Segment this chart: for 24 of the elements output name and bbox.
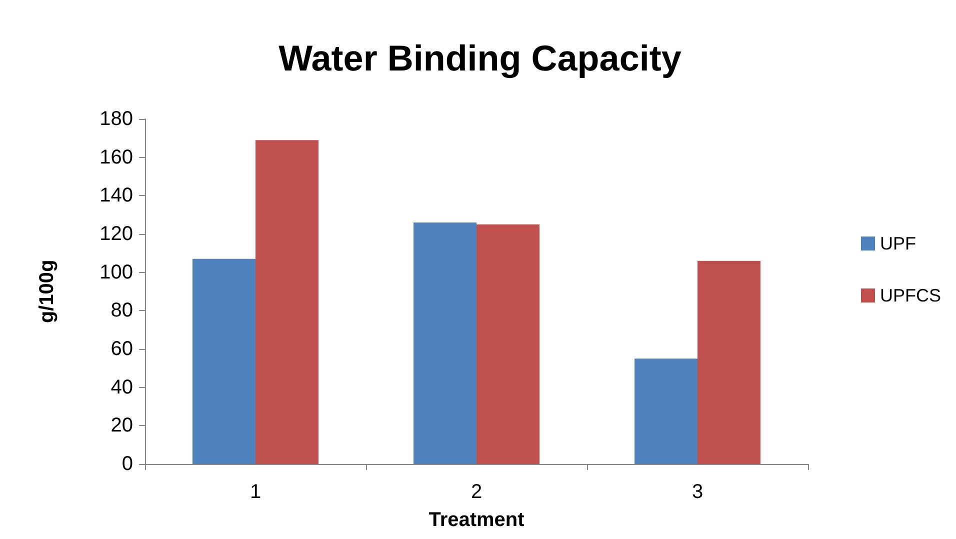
y-tick-label: 140 <box>100 184 133 207</box>
legend-label: UPF <box>880 234 916 254</box>
bar <box>414 222 476 464</box>
bar <box>192 258 256 464</box>
y-axis-title: g/100g <box>36 260 58 324</box>
bar <box>256 140 318 464</box>
bar <box>698 260 760 464</box>
y-tick-label: 60 <box>110 338 133 360</box>
y-tick-label: 100 <box>100 261 133 284</box>
y-tick-label: 120 <box>100 223 133 245</box>
y-tick-label: 180 <box>100 108 133 130</box>
chart-title: Water Binding Capacity <box>278 38 682 78</box>
x-axis-title: Treatment <box>428 509 525 531</box>
x-tick-label: 3 <box>692 481 704 503</box>
y-tick-label: 0 <box>122 453 133 475</box>
y-tick-label: 80 <box>110 300 133 322</box>
bar <box>476 224 540 464</box>
x-tick-label: 1 <box>250 481 262 503</box>
y-tick-label: 40 <box>110 376 133 398</box>
bar <box>634 358 698 464</box>
legend-label: UPFCS <box>880 286 942 306</box>
x-tick-label: 2 <box>470 481 482 503</box>
y-tick-label: 160 <box>100 146 133 168</box>
y-tick-label: 20 <box>110 414 133 437</box>
